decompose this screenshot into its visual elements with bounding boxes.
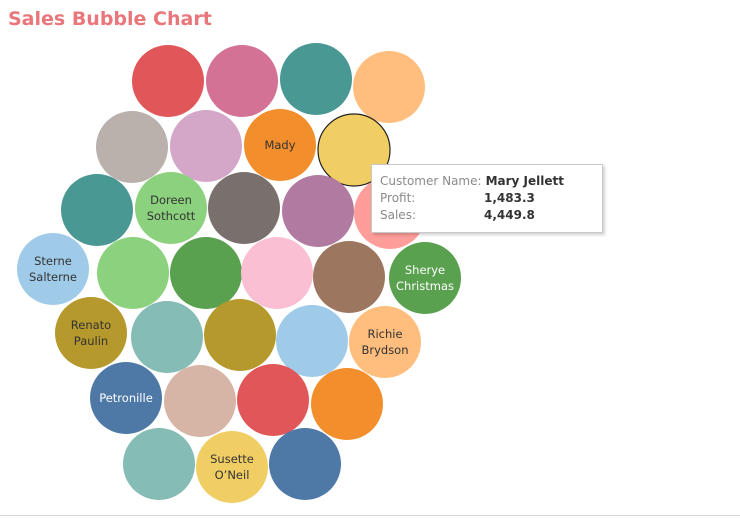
bubble-label: Mady (264, 138, 295, 152)
tooltip-customer-value: Mary Jellett (485, 174, 564, 188)
bubble-label: Susette (210, 452, 254, 466)
bottom-divider (0, 515, 740, 516)
bubble[interactable]: Sherye Christmas (389, 242, 461, 314)
bubble-circle[interactable] (237, 364, 309, 436)
bubble-circle[interactable] (164, 365, 236, 437)
bubble-circle[interactable] (170, 237, 242, 309)
tooltip-sales-value: 4,449.8 (484, 208, 535, 222)
bubble[interactable] (97, 237, 169, 309)
bubble[interactable] (164, 365, 236, 437)
bubble-label: Doreen (150, 193, 192, 207)
bubble-label: Brydson (361, 343, 408, 357)
bubble[interactable] (170, 237, 242, 309)
bubble[interactable] (96, 111, 168, 183)
tooltip-profit-row: Profit: 1,483.3 (380, 190, 602, 207)
bubble-circle[interactable] (389, 242, 461, 314)
tooltip-customer-label: Customer Name: (380, 174, 482, 188)
bubble-label: O’Neil (215, 468, 250, 482)
bubble-circle[interactable] (311, 368, 383, 440)
bubble-label: Renato (71, 318, 111, 332)
bubble[interactable]: Susette O’Neil (196, 431, 268, 503)
tooltip-sales-label: Sales: (380, 208, 416, 222)
bubble-circle[interactable] (17, 233, 89, 305)
bubble[interactable]: Renato Paulin (55, 297, 127, 369)
bubble[interactable]: Sterne Salterne (17, 233, 89, 305)
bubble-label: Christmas (396, 279, 454, 293)
bubble[interactable] (311, 368, 383, 440)
bubble[interactable]: Doreen Sothcott (135, 172, 207, 244)
tooltip-profit-label: Profit: (380, 191, 416, 205)
bubble-label: Salterne (29, 270, 77, 284)
bubble-circle[interactable] (269, 428, 341, 500)
bubble[interactable] (206, 45, 278, 117)
bubble-circle[interactable] (97, 237, 169, 309)
bubble-label: Richie (367, 327, 402, 341)
bubble-circle[interactable] (349, 306, 421, 378)
bubble-circle[interactable] (204, 299, 276, 371)
bubble-circle[interactable] (244, 109, 316, 181)
bubble[interactable] (269, 428, 341, 500)
bubble[interactable] (353, 51, 425, 123)
bubble[interactable] (241, 237, 313, 309)
bubble-label: Paulin (74, 334, 108, 348)
bubble-circle[interactable] (96, 111, 168, 183)
bubble-label: Petronille (99, 391, 153, 405)
bubble-circle[interactable] (170, 110, 242, 182)
bubble-circle[interactable] (353, 51, 425, 123)
bubble[interactable] (131, 301, 203, 373)
bubble-circle[interactable] (132, 45, 204, 117)
bubble-circle[interactable] (208, 172, 280, 244)
bubble-circle[interactable] (61, 174, 133, 246)
bubble-label: Sterne (34, 254, 72, 268)
bubble-circle[interactable] (276, 305, 348, 377)
tooltip-sales-row: Sales: 4,449.8 (380, 207, 602, 224)
bubble[interactable] (61, 174, 133, 246)
bubble[interactable] (170, 110, 242, 182)
bubble[interactable] (313, 241, 385, 313)
bubble-label: Sherye (405, 263, 445, 277)
bubble-circle[interactable] (135, 172, 207, 244)
bubble-circle[interactable] (131, 301, 203, 373)
bubble[interactable]: Richie Brydson (349, 306, 421, 378)
bubble[interactable] (208, 172, 280, 244)
bubble[interactable]: Petronille (90, 362, 162, 434)
bubble-circle[interactable] (313, 241, 385, 313)
bubble-label: Sothcott (147, 209, 196, 223)
bubble[interactable] (280, 43, 352, 115)
bubble[interactable] (204, 299, 276, 371)
bubble[interactable]: Mady (244, 109, 316, 181)
bubble-circle[interactable] (241, 237, 313, 309)
bubble-circle[interactable] (280, 43, 352, 115)
bubble[interactable] (282, 175, 354, 247)
bubble-circle[interactable] (282, 175, 354, 247)
bubble-circle[interactable] (55, 297, 127, 369)
tooltip-customer-row: Customer Name: Mary Jellett (380, 173, 602, 190)
chart-title: Sales Bubble Chart (8, 8, 212, 30)
bubble[interactable] (237, 364, 309, 436)
bubble-circle[interactable] (196, 431, 268, 503)
tooltip-profit-value: 1,483.3 (484, 191, 535, 205)
tooltip: Customer Name: Mary Jellett Profit: 1,483.… (371, 164, 603, 233)
bubble-circle[interactable] (206, 45, 278, 117)
bubble-circle[interactable] (123, 428, 195, 500)
bubble[interactable] (123, 428, 195, 500)
bubble-circle[interactable] (90, 362, 162, 434)
bubble[interactable] (132, 45, 204, 117)
bubble[interactable] (276, 305, 348, 377)
